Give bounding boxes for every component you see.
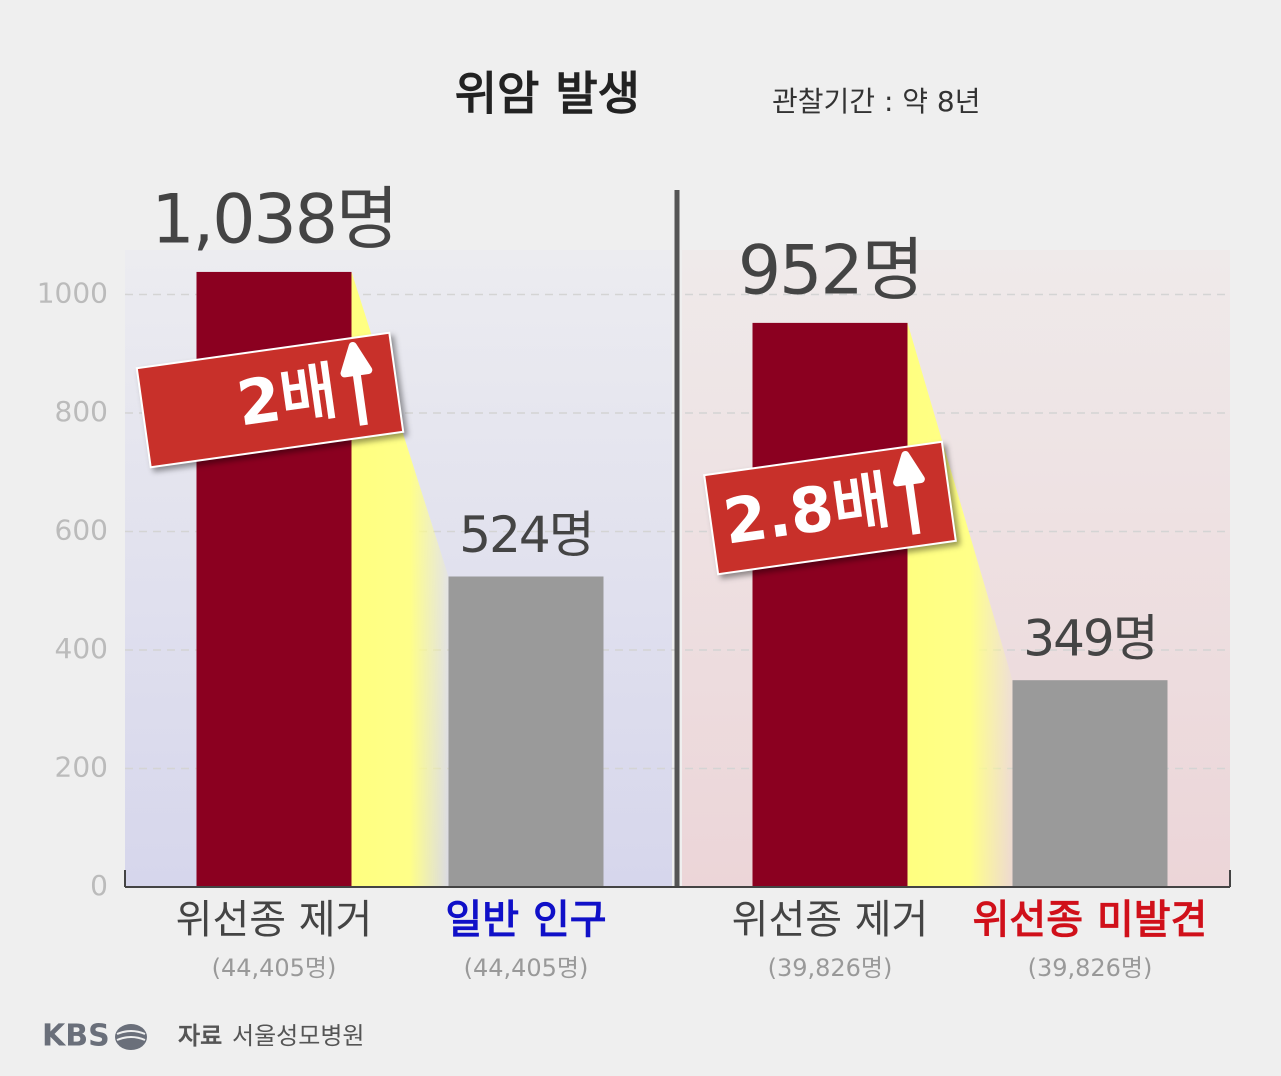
bar (448, 576, 604, 887)
logo-icon (116, 1030, 146, 1041)
value-label: 952명 (738, 231, 922, 310)
badge-arrow (893, 450, 925, 535)
x-sublabel: (39,826명) (1028, 954, 1153, 982)
badge: 2.8배 (703, 440, 957, 576)
value-label: 349명 (1023, 610, 1156, 668)
bar (752, 322, 908, 887)
source-label: 자료 (178, 1022, 222, 1050)
logo: KBS (42, 1019, 110, 1054)
bar (1012, 680, 1168, 887)
y-tick-label: 600 (55, 513, 108, 546)
x-tick-label: 위선종 제거 (732, 897, 929, 943)
value-label: 524명 (459, 506, 592, 564)
x-tick-label: 위선종 미발견 (973, 897, 1208, 943)
chart-subtitle: 관찰기간 : 약 8년 (772, 85, 981, 118)
source: 서울성모병원 (232, 1022, 364, 1050)
y-tick-label: 800 (55, 395, 108, 428)
y-tick-label: 200 (55, 750, 108, 783)
y-tick-label: 0 (90, 869, 108, 902)
badge: 2배 (135, 331, 405, 469)
x-sublabel: (44,405명) (464, 954, 589, 982)
x-tick-label: 일반 인구 (445, 897, 606, 943)
badge-bg (135, 331, 405, 469)
x-tick-label: 위선종 제거 (176, 897, 373, 943)
chart-title: 위암 발생 (455, 67, 640, 121)
y-tick-label: 400 (55, 632, 108, 665)
badge-bg (703, 440, 957, 576)
badge-text: 2배 (232, 354, 341, 440)
x-sublabel: (44,405명) (212, 954, 337, 982)
x-sublabel: (39,826명) (768, 954, 893, 982)
value-label: 1,038명 (151, 180, 396, 259)
y-tick-label: 1000 (37, 276, 108, 309)
badge-arrow (340, 341, 373, 426)
